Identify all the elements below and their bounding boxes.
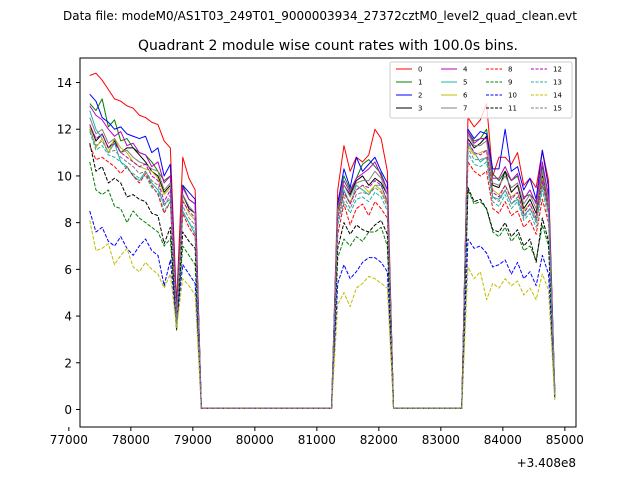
x-tick-label-79000: 79000 xyxy=(174,433,212,447)
y-axis: 0 2 4 6 8 10 12 14 xyxy=(57,76,80,417)
legend-label-10: 10 xyxy=(508,92,517,100)
legend-box xyxy=(389,61,573,119)
legend-label-15: 15 xyxy=(553,105,562,113)
legend-label-9: 9 xyxy=(508,79,512,87)
figure-suptitle: Data file: modeM0/AS1T03_249T01_90000039… xyxy=(63,9,577,23)
legend-label-6: 6 xyxy=(463,92,468,100)
x-tick-label-80000: 80000 xyxy=(236,433,274,447)
x-offset-label: +3.408e8 xyxy=(517,456,576,470)
series-line-12 xyxy=(89,124,556,409)
legend-label-1: 1 xyxy=(418,79,422,87)
legend-label-8: 8 xyxy=(508,66,512,74)
x-tick-label-78000: 78000 xyxy=(112,433,150,447)
y-tick-label-8: 8 xyxy=(64,216,72,230)
plot-lines xyxy=(89,72,556,409)
legend-label-2: 2 xyxy=(418,92,422,100)
x-tick-label-85000: 85000 xyxy=(546,433,584,447)
legend-label-5: 5 xyxy=(463,79,467,87)
legend-label-4: 4 xyxy=(463,66,468,74)
y-tick-label-6: 6 xyxy=(64,263,72,277)
legend-label-0: 0 xyxy=(418,66,422,74)
legend-label-3: 3 xyxy=(418,105,422,113)
x-tick-label-84000: 84000 xyxy=(484,433,522,447)
y-tick-label-2: 2 xyxy=(64,356,72,370)
legend-label-12: 12 xyxy=(553,66,562,74)
legend-label-13: 13 xyxy=(553,79,562,87)
y-tick-label-12: 12 xyxy=(57,123,72,137)
legend-label-11: 11 xyxy=(508,105,517,113)
y-tick-label-0: 0 xyxy=(64,403,72,417)
x-tick-label-77000: 77000 xyxy=(50,433,88,447)
chart-title: Quadrant 2 module wise count rates with … xyxy=(138,38,518,54)
y-tick-label-4: 4 xyxy=(64,310,72,324)
y-tick-label-10: 10 xyxy=(57,169,72,183)
x-axis: 77000 78000 79000 80000 81000 82000 83000 84000… xyxy=(50,427,584,447)
y-tick-label-14: 14 xyxy=(57,76,72,90)
legend-label-7: 7 xyxy=(463,105,467,113)
series-line-15 xyxy=(89,129,556,409)
x-tick-label-83000: 83000 xyxy=(422,433,460,447)
axes-frame xyxy=(79,57,577,428)
x-tick-label-82000: 82000 xyxy=(360,433,398,447)
x-tick-label-81000: 81000 xyxy=(298,433,336,447)
legend-label-14: 14 xyxy=(553,92,562,100)
